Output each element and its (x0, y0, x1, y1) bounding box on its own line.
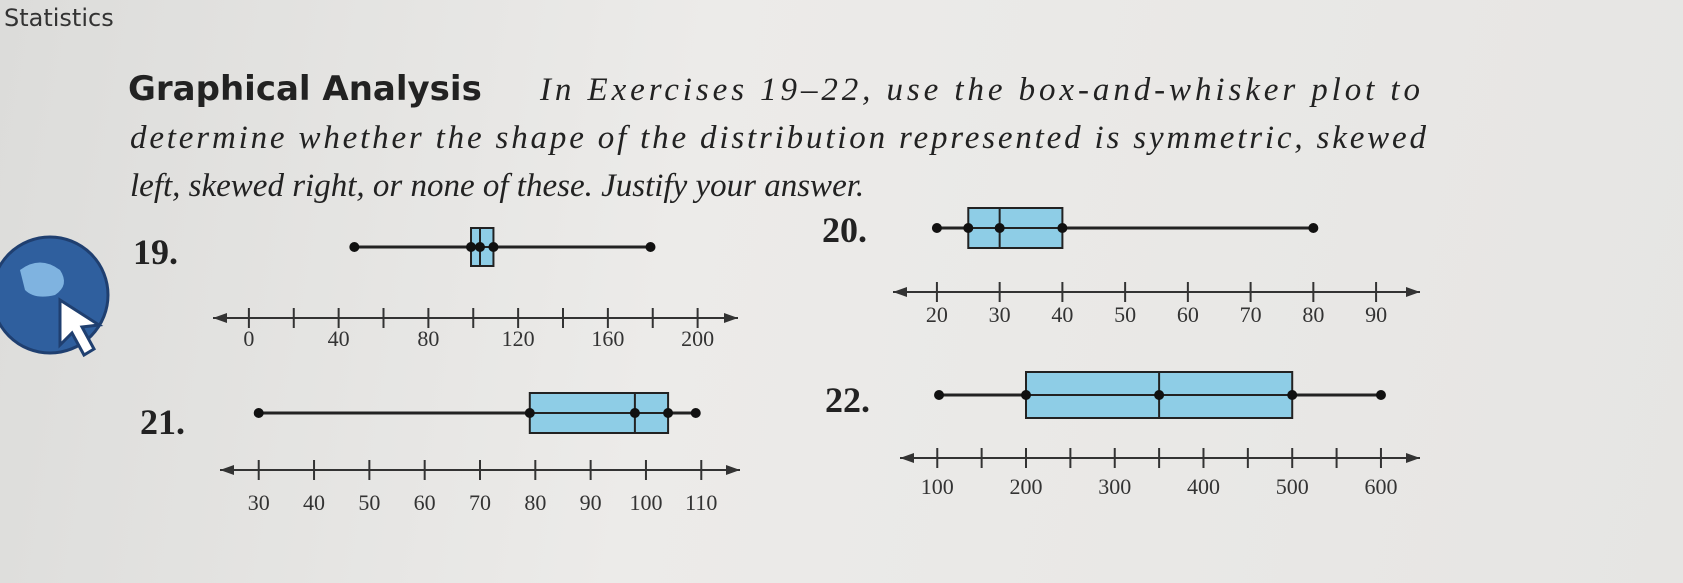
point-min (253, 408, 264, 418)
exercise-number: 19. (133, 232, 178, 272)
point-q3 (663, 408, 674, 418)
axis-arrow (724, 313, 738, 323)
point-q1 (963, 223, 974, 233)
x-tick-label: 500 (1276, 474, 1309, 499)
x-tick-label: 160 (591, 326, 624, 351)
instruction-line: determine whether the shape of the distr… (130, 120, 1427, 156)
heading: Graphical Analysis (128, 69, 482, 109)
point-median (1154, 390, 1165, 400)
axis-arrow (220, 465, 234, 475)
globe-icon (0, 235, 110, 358)
x-tick-label: 40 (328, 326, 350, 351)
x-tick-label: 600 (1364, 474, 1397, 499)
x-tick-label: 90 (1365, 302, 1387, 327)
point-max (645, 242, 656, 252)
x-tick-label: 400 (1187, 474, 1220, 499)
point-min (934, 390, 945, 400)
point-q1 (466, 242, 477, 252)
x-tick-label: 50 (1114, 302, 1136, 327)
x-tick-label: 70 (1240, 302, 1262, 327)
x-tick-label: 30 (248, 490, 270, 515)
x-tick-label: 40 (303, 490, 325, 515)
header-title: Statistics (4, 4, 114, 32)
box-plot: 21. 30 40 50 60 70 80 90 100 110 (140, 392, 740, 515)
x-tick-label: 120 (502, 326, 535, 351)
point-median (994, 223, 1005, 233)
x-tick-label: 110 (685, 490, 717, 515)
x-tick-label: 100 (629, 490, 662, 515)
x-tick-label: 200 (1010, 474, 1043, 499)
x-tick-label: 90 (580, 490, 602, 515)
point-q3 (488, 242, 499, 252)
axis-arrow (213, 313, 227, 323)
point-min (931, 223, 942, 233)
x-tick-label: 60 (1177, 302, 1199, 327)
instruction-line: left, skewed right, or none of these. Ju… (130, 168, 864, 204)
x-tick-label: 30 (989, 302, 1011, 327)
instruction-line: In Exercises 19–22, use the box-and-whis… (539, 72, 1420, 108)
point-median (474, 242, 485, 252)
box-plot: 20. 20 30 40 50 60 70 80 90 (822, 207, 1420, 327)
x-tick-label: 20 (926, 302, 948, 327)
x-tick-label: 200 (681, 326, 714, 351)
x-tick-label: 70 (469, 490, 491, 515)
point-median (629, 408, 640, 418)
x-tick-label: 60 (414, 490, 436, 515)
point-q3 (1057, 223, 1068, 233)
axis-arrow (1406, 287, 1420, 297)
point-min (349, 242, 360, 252)
x-tick-label: 100 (921, 474, 954, 499)
x-tick-label: 300 (1098, 474, 1131, 499)
axis-arrow (893, 287, 907, 297)
point-max (690, 408, 701, 418)
point-max (1308, 223, 1319, 233)
x-tick-label: 80 (524, 490, 546, 515)
x-tick-label: 50 (358, 490, 380, 515)
box-plot: 19. 0 40 80 120 160 200 (133, 227, 738, 351)
box-plot: 22. 100 200 300 400 500 600 (825, 371, 1420, 499)
point-q1 (524, 408, 535, 418)
axis-arrow (726, 465, 740, 475)
x-tick-label: 0 (243, 326, 254, 351)
point-max (1375, 390, 1386, 400)
x-tick-label: 80 (417, 326, 439, 351)
axis-arrow (900, 453, 914, 463)
exercise-number: 20. (822, 210, 867, 250)
axis-arrow (1406, 453, 1420, 463)
exercise-number: 22. (825, 380, 870, 420)
x-tick-label: 80 (1302, 302, 1324, 327)
x-tick-label: 40 (1051, 302, 1073, 327)
exercise-number: 21. (140, 402, 185, 442)
point-q3 (1287, 390, 1298, 400)
point-q1 (1021, 390, 1032, 400)
